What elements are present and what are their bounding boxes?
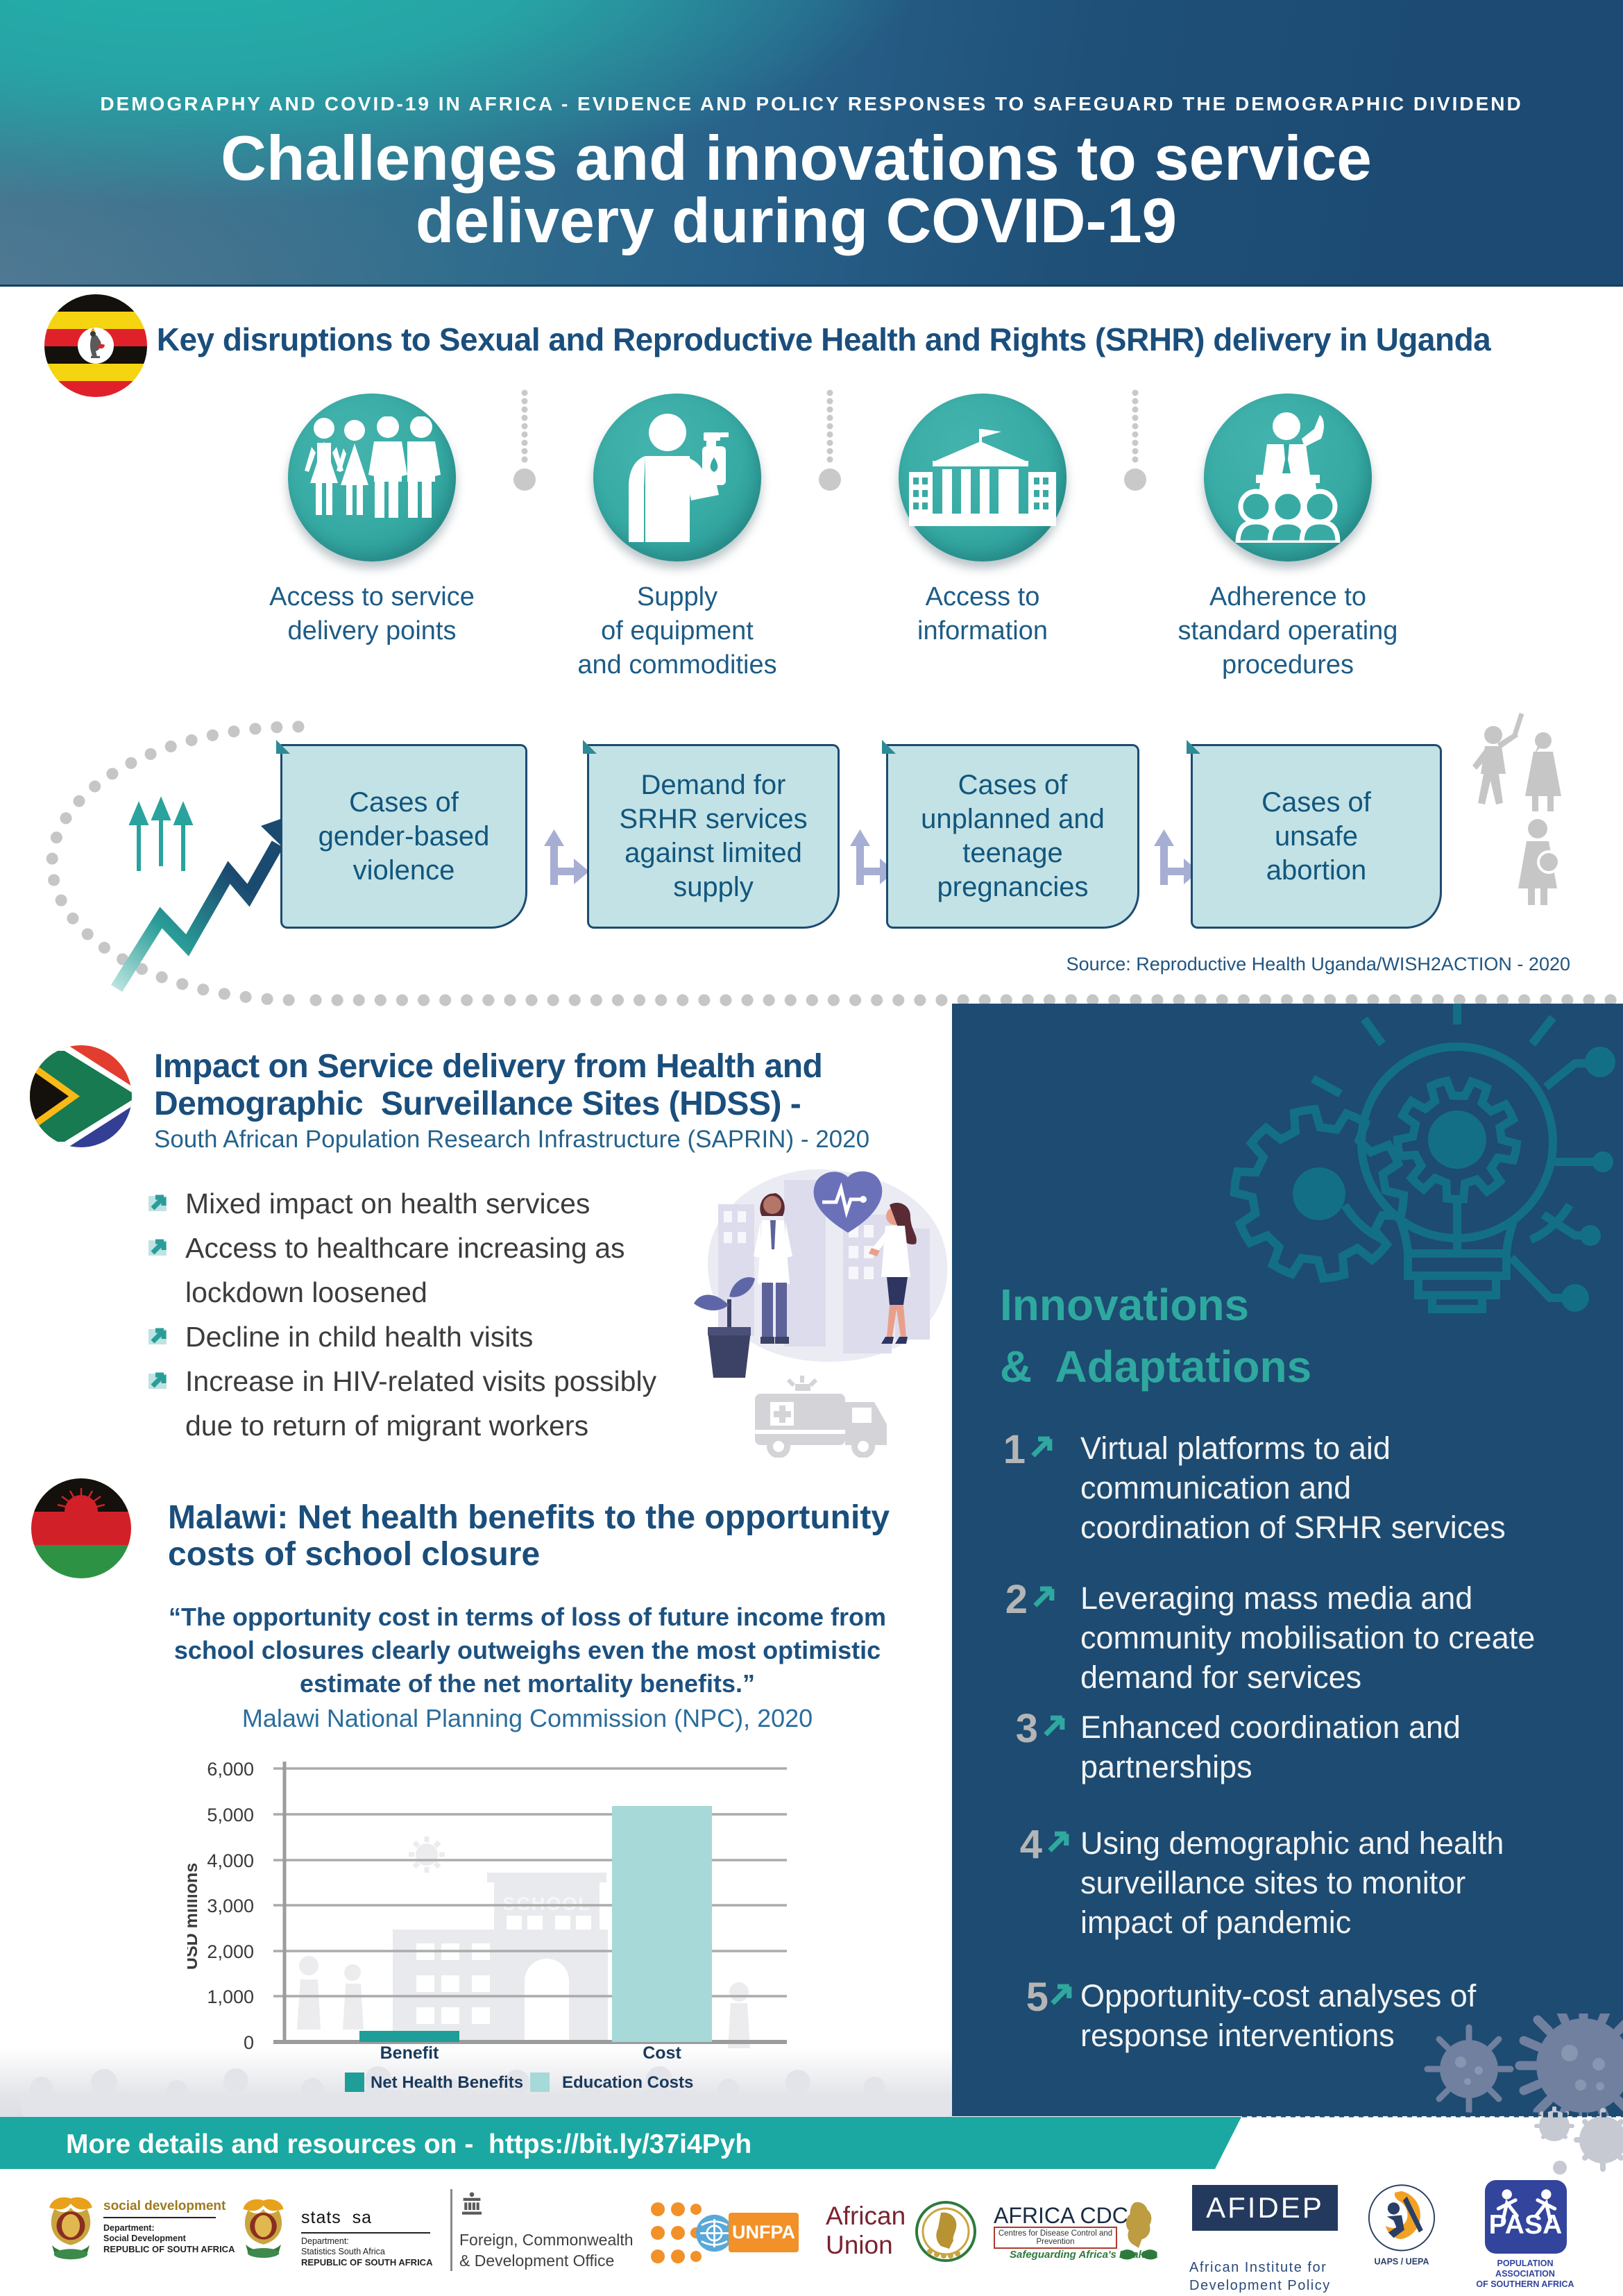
svg-text:PASA: PASA bbox=[1489, 2210, 1563, 2240]
svg-text:2,000: 2,000 bbox=[207, 1941, 254, 1962]
svg-text:6,000: 6,000 bbox=[207, 1759, 254, 1780]
svg-text:5,000: 5,000 bbox=[207, 1805, 254, 1825]
svg-text:Net Health Benefits: Net Health Benefits bbox=[371, 2073, 523, 2092]
svg-text:4,000: 4,000 bbox=[207, 1850, 254, 1871]
svg-text:1,000: 1,000 bbox=[207, 1986, 254, 2007]
svg-text:Education Costs: Education Costs bbox=[562, 2073, 693, 2092]
svg-text:Cost: Cost bbox=[643, 2043, 681, 2063]
svg-text:3,000: 3,000 bbox=[207, 1896, 254, 1916]
svg-text:SCHOOL: SCHOOL bbox=[502, 1893, 591, 1914]
svg-text:Benefit: Benefit bbox=[380, 2043, 439, 2063]
svg-text:USD millions: USD millions bbox=[187, 1863, 201, 1970]
svg-text:0: 0 bbox=[244, 2032, 254, 2053]
svg-text:UAPS / UEPA: UAPS / UEPA bbox=[1375, 2257, 1429, 2267]
